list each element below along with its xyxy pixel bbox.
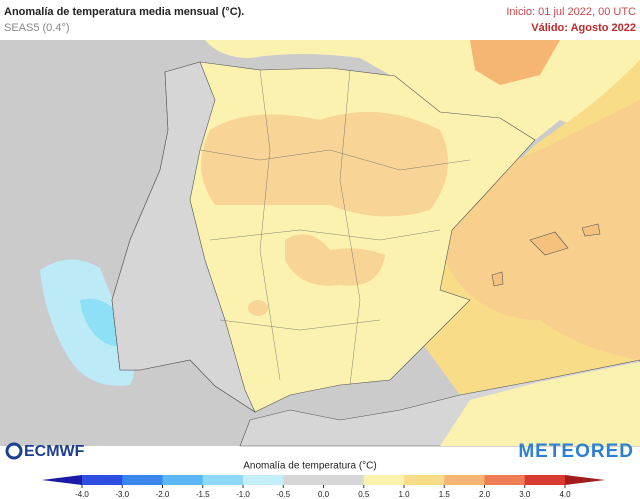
colorbar-extend-low (41, 475, 82, 485)
colorbar-segment (484, 475, 526, 485)
colorbar-tick-label: 1.5 (439, 490, 451, 499)
colorbar-segment (363, 475, 405, 485)
model: SEAS5 (0.4°) (4, 22, 70, 34)
init-time: Inicio: 01 jul 2022, 00 UTC (506, 6, 636, 18)
title: Anomalía de temperatura media mensual (°… (4, 6, 244, 18)
colorbar-segment (323, 475, 365, 485)
colorbar-segment (444, 475, 485, 485)
colorbar: -4.0 -3.0 -2.0 -1.5 -1.0 -0.5 0.0 0.5 1.0 1.5 2.0 3… (41, 475, 606, 499)
colorbar-extend-high (565, 475, 606, 485)
header-bg (0, 0, 640, 40)
colorbar-segment (82, 475, 123, 485)
colorbar-tick-label: 0.5 (358, 490, 370, 499)
colorbar-tick-label: 0.0 (318, 490, 330, 499)
colorbar-label: Anomalía de temperatura (°C) (243, 461, 377, 472)
label-bg (235, 460, 385, 472)
logo-right: METEORED (518, 441, 634, 462)
colorbar-segment (122, 475, 163, 485)
colorbar-tick-label: 2.0 (479, 490, 491, 499)
colorbar-segment (162, 475, 204, 485)
colorbar-tick-label: -1.0 (236, 490, 250, 499)
logo-left: ECMWF (24, 443, 85, 460)
colorbar-tick-label: -1.5 (196, 490, 210, 499)
colorbar-segment (243, 475, 284, 485)
colorbar-segment (283, 475, 324, 485)
colorbar-tick-label: -4.0 (75, 490, 89, 499)
map (0, 40, 640, 447)
colorbar-tick-label: 1.0 (398, 490, 410, 499)
colorbar-segment (524, 475, 566, 485)
colorbar-segment (404, 475, 445, 485)
colorbar-tick-label: -0.5 (276, 490, 290, 499)
ecmwf-icon (5, 442, 23, 460)
colorbar-tick-label: -2.0 (156, 490, 170, 499)
colorbar-tick-label: 4.0 (559, 490, 571, 499)
colorbar-tick-label: 3.0 (519, 490, 531, 499)
colorbar-tick-label: -3.0 (115, 490, 129, 499)
colorbar-segment (202, 475, 244, 485)
valid-time: Válido: Agosto 2022 (531, 22, 636, 34)
